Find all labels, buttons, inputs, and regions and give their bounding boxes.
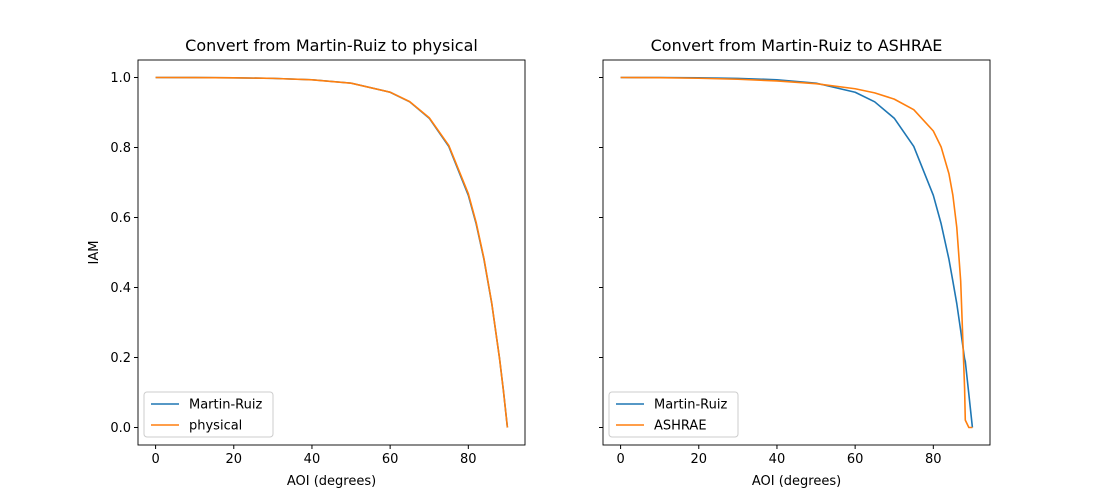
y-axis-label: IAM bbox=[87, 241, 102, 265]
x-tick-label: 0 bbox=[616, 452, 624, 467]
x-tick-label: 80 bbox=[925, 452, 942, 467]
series-line-physical bbox=[155, 76, 509, 428]
y-tick-label: 1.0 bbox=[110, 71, 131, 86]
x-tick-label: 0 bbox=[151, 452, 159, 467]
x-tick-label: 20 bbox=[690, 452, 707, 467]
legend: Martin-Ruiz ASHRAE bbox=[608, 391, 739, 438]
series-line-martin-ruiz bbox=[155, 76, 509, 428]
axes-frame bbox=[602, 59, 991, 446]
subplot-1: 0 20 40 60 80 0.0 0.2 0.4 0.6 0.8 1.0 Convert from … bbox=[87, 36, 526, 489]
legend-label: Martin-Ruiz bbox=[654, 398, 727, 413]
y-tick-label: 0.0 bbox=[110, 421, 131, 436]
legend-label: Martin-Ruiz bbox=[189, 398, 262, 413]
series-line-ashrae bbox=[620, 76, 973, 429]
legend: Martin-Ruiz physical bbox=[143, 391, 274, 438]
x-tick-label: 40 bbox=[304, 452, 321, 467]
axes-frame bbox=[137, 59, 526, 446]
chart-title: Convert from Martin-Ruiz to physical bbox=[185, 36, 478, 55]
x-tick-label: 60 bbox=[847, 452, 864, 467]
x-tick-label: 20 bbox=[225, 452, 242, 467]
subplot-2: 0 20 40 60 80 Convert from Martin-Ruiz to ASH… bbox=[599, 36, 991, 489]
x-axis-label: AOI (degrees) bbox=[752, 474, 841, 489]
x-tick-label: 60 bbox=[382, 452, 399, 467]
series-line-martin-ruiz bbox=[620, 76, 974, 428]
x-tick-label: 80 bbox=[460, 452, 477, 467]
legend-label: physical bbox=[189, 419, 242, 434]
legend-label: ASHRAE bbox=[654, 419, 707, 434]
y-tick-label: 0.2 bbox=[110, 351, 131, 366]
x-axis-label: AOI (degrees) bbox=[287, 474, 376, 489]
y-tick-label: 0.4 bbox=[110, 281, 131, 296]
chart-title: Convert from Martin-Ruiz to ASHRAE bbox=[651, 36, 943, 55]
x-tick-label: 40 bbox=[769, 452, 786, 467]
y-tick-label: 0.6 bbox=[110, 211, 131, 226]
y-tick-label: 0.8 bbox=[110, 141, 131, 156]
